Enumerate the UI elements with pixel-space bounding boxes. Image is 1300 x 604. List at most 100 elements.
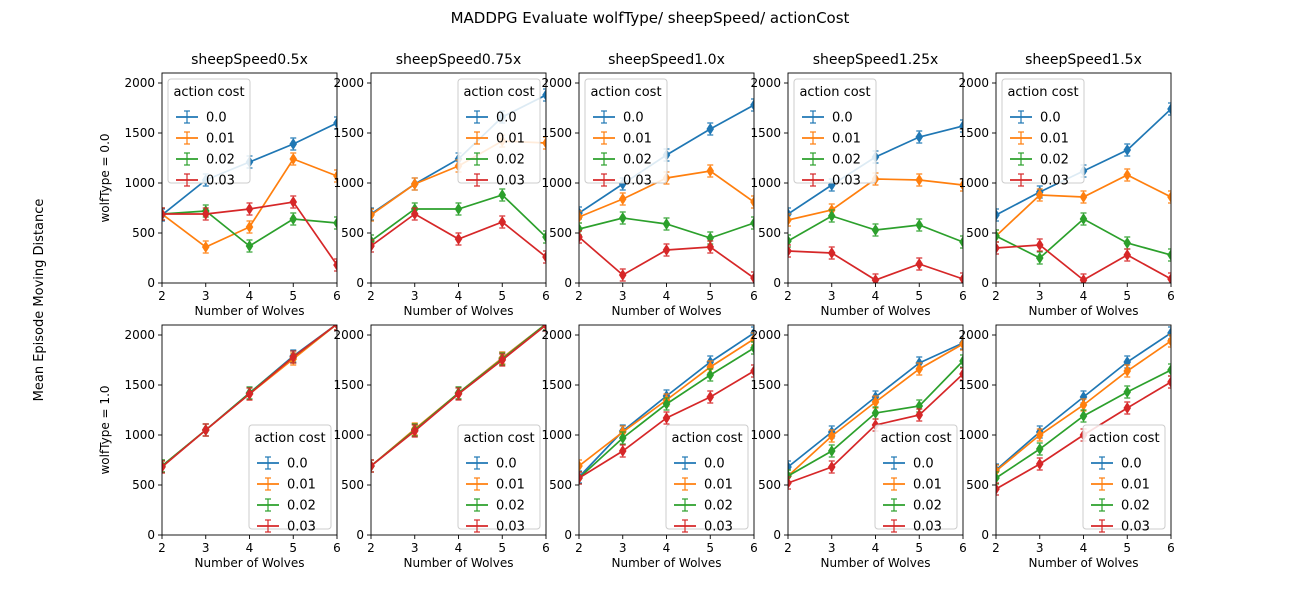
series-line-0.01 xyxy=(996,174,1171,237)
x-axis-label: Number of Wolves xyxy=(612,304,722,318)
y-tick-label: 1000 xyxy=(958,176,989,190)
data-point-marker xyxy=(289,138,298,150)
legend-box xyxy=(248,424,332,530)
x-tick-label: 3 xyxy=(202,289,210,303)
x-tick-label: 2 xyxy=(158,289,166,303)
data-point-marker xyxy=(1123,249,1132,261)
x-axis-label: Number of Wolves xyxy=(821,304,931,318)
x-tick-label: 2 xyxy=(367,541,375,555)
data-point-marker xyxy=(827,247,836,259)
x-tick-label: 6 xyxy=(542,541,550,555)
legend-title: action cost xyxy=(173,85,244,100)
data-point-marker xyxy=(333,217,337,229)
data-point-marker xyxy=(618,432,627,444)
legend-entry-label: 0.03 xyxy=(623,174,652,189)
legend: action cost 0.0 0.01 0.02 0.03 xyxy=(793,78,877,189)
x-tick-label: 5 xyxy=(1123,541,1131,555)
y-tick-label: 2000 xyxy=(958,328,989,342)
y-tick-label: 500 xyxy=(549,478,572,492)
x-axis-label: Number of Wolves xyxy=(1029,304,1139,318)
data-point-marker xyxy=(245,203,254,215)
x-tick-label: 2 xyxy=(575,289,583,303)
legend-box xyxy=(584,78,668,184)
x-tick-label: 6 xyxy=(959,289,967,303)
legend-entry-label: 0.01 xyxy=(496,132,525,147)
data-point-marker xyxy=(1123,386,1132,398)
legend: action cost 0.0 0.01 0.02 0.03 xyxy=(584,78,668,189)
data-point-marker xyxy=(1167,249,1171,261)
data-point-marker xyxy=(871,419,880,431)
y-tick-label: 500 xyxy=(758,226,781,240)
y-tick-label: 0 xyxy=(773,276,781,290)
data-point-marker xyxy=(750,365,754,377)
data-point-marker xyxy=(1123,402,1132,414)
x-tick-label: 6 xyxy=(750,541,758,555)
data-point-marker xyxy=(662,398,671,410)
data-point-marker xyxy=(959,338,963,350)
subplot-7: 2 3 4 5 6 0 500 1000 1500 2000 Number of Wolves act… xyxy=(333,324,550,570)
x-tick-label: 6 xyxy=(750,289,758,303)
subplot-4: 2 3 4 5 6 0 500 1000 1500 2000 sheepSpeed1.25x Numb… xyxy=(750,52,966,318)
y-tick-label: 500 xyxy=(132,478,155,492)
data-point-marker xyxy=(706,391,715,403)
subplot-5: 2 3 4 5 60500100015002000sheepSpeed1.5xNumbe… xyxy=(958,52,1174,318)
data-point-marker xyxy=(333,117,337,129)
legend-entry-label: 0.01 xyxy=(623,132,652,147)
data-point-marker xyxy=(542,231,546,243)
series-line-0.03 xyxy=(579,236,754,279)
legend-box xyxy=(793,78,877,184)
y-tick-label: 1500 xyxy=(750,126,781,140)
legend-entry-label: 0.03 xyxy=(206,174,235,189)
legend-entry-label: 0.01 xyxy=(913,478,942,493)
x-tick-label: 3 xyxy=(411,541,419,555)
x-tick-label: 2 xyxy=(992,541,1000,555)
y-tick-label: 2000 xyxy=(958,76,989,90)
legend-title: action cost xyxy=(463,85,534,100)
x-tick-label: 3 xyxy=(828,289,836,303)
data-point-marker xyxy=(915,219,924,231)
data-point-marker xyxy=(579,460,583,472)
legend: action cost 0.0 0.01 0.02 0.03 xyxy=(457,424,541,535)
legend-box xyxy=(457,424,541,530)
data-point-marker xyxy=(1035,429,1044,441)
x-tick-label: 4 xyxy=(872,289,880,303)
plot-area xyxy=(788,119,963,283)
legend-entry-label: 0.0 xyxy=(206,111,227,126)
y-tick-label: 1500 xyxy=(124,126,155,140)
y-tick-label: 2000 xyxy=(333,328,364,342)
y-tick-label: 1500 xyxy=(124,378,155,392)
y-tick-label: 1000 xyxy=(750,176,781,190)
y-tick-label: 0 xyxy=(564,276,572,290)
data-point-marker xyxy=(706,232,715,244)
plot-area xyxy=(788,336,963,490)
data-point-marker xyxy=(1167,273,1171,283)
data-point-marker xyxy=(827,461,836,473)
legend-entry-label: 0.01 xyxy=(832,132,861,147)
legend-entry-label: 0.0 xyxy=(1121,457,1142,472)
x-tick-label: 4 xyxy=(455,289,463,303)
data-point-marker xyxy=(1035,458,1044,470)
data-point-marker xyxy=(162,208,166,220)
legend-box xyxy=(665,424,749,530)
y-tick-label: 1000 xyxy=(541,176,572,190)
data-point-marker xyxy=(750,342,754,354)
legend-entry-label: 0.0 xyxy=(832,111,853,126)
y-tick-label: 2000 xyxy=(333,76,364,90)
y-tick-label: 500 xyxy=(758,478,781,492)
legend-entry-label: 0.02 xyxy=(1040,153,1069,168)
y-tick-label: 1000 xyxy=(124,428,155,442)
y-tick-label: 1500 xyxy=(958,378,989,392)
legend-box xyxy=(457,78,541,184)
legend: action cost 0.0 0.01 0.02 0.03 xyxy=(665,424,749,535)
x-tick-label: 3 xyxy=(1036,289,1044,303)
data-point-marker xyxy=(915,400,924,412)
x-tick-label: 4 xyxy=(872,541,880,555)
data-point-marker xyxy=(289,213,298,225)
data-point-marker xyxy=(827,179,836,191)
y-tick-label: 500 xyxy=(341,226,364,240)
data-point-marker xyxy=(788,245,792,257)
y-tick-label: 2000 xyxy=(541,76,572,90)
y-tick-label: 0 xyxy=(147,276,155,290)
legend-entry-label: 0.03 xyxy=(1121,520,1150,535)
